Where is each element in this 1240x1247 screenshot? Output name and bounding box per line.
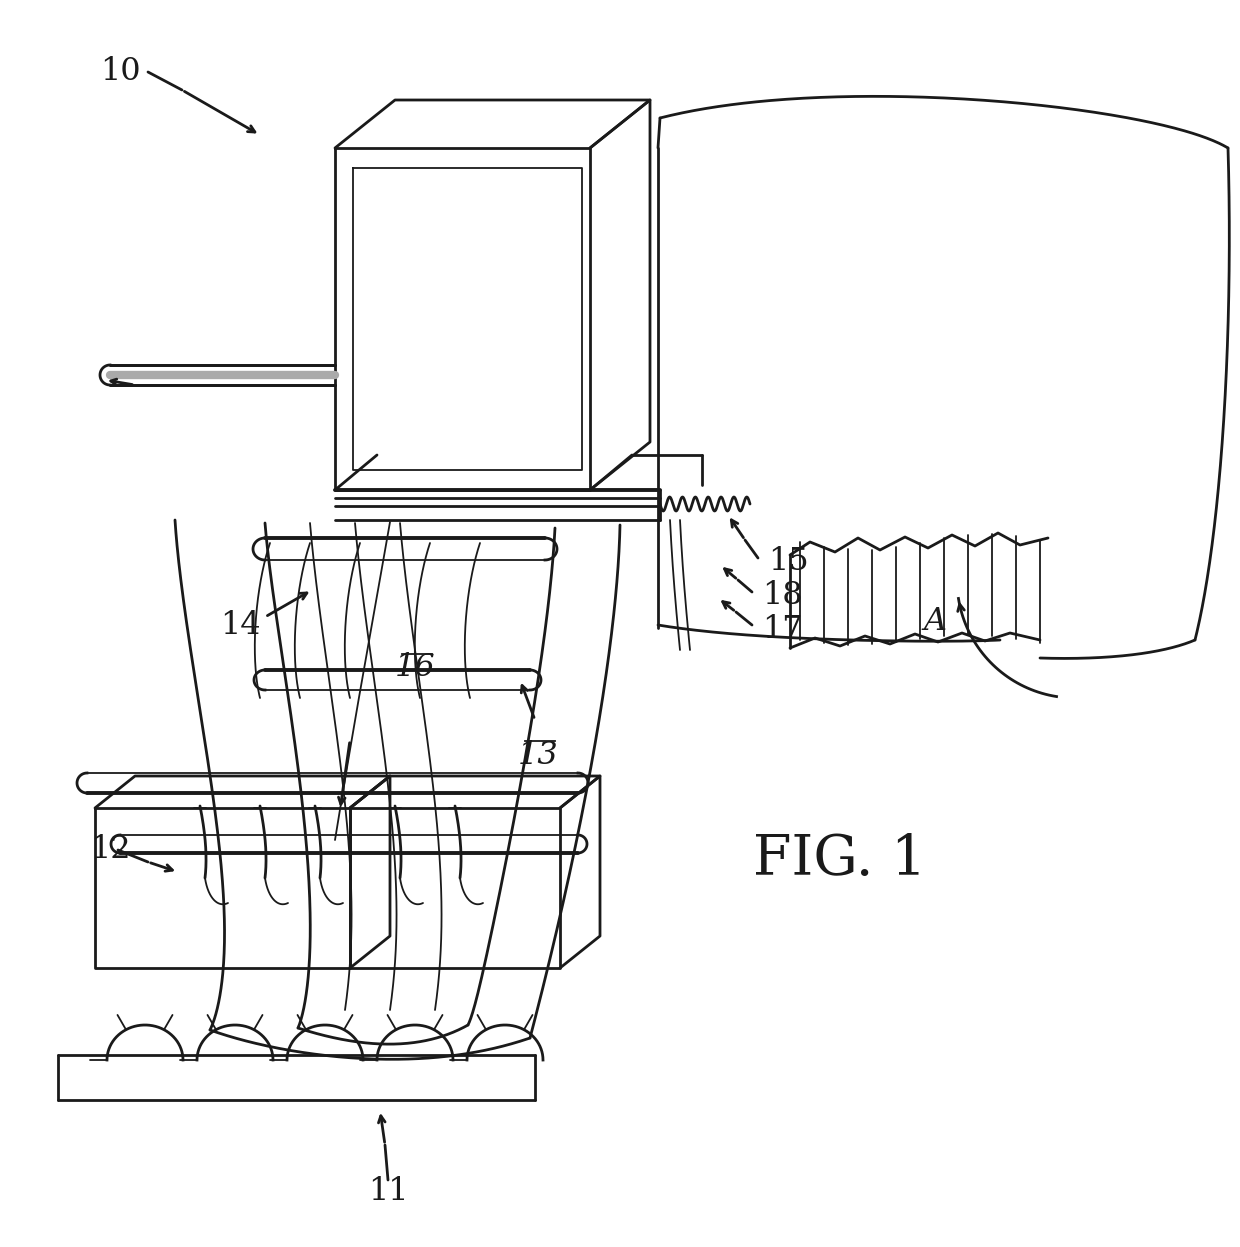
Text: FIG. 1: FIG. 1	[754, 833, 926, 888]
Text: 16: 16	[394, 652, 435, 683]
Text: A: A	[924, 606, 946, 637]
Text: 17: 17	[763, 615, 802, 646]
Text: 12: 12	[91, 834, 130, 865]
Text: 14: 14	[219, 610, 260, 641]
Text: 11: 11	[368, 1176, 408, 1207]
Text: 18: 18	[763, 580, 802, 611]
Text: 13: 13	[517, 739, 558, 771]
Text: 15: 15	[768, 546, 808, 577]
Text: 10: 10	[99, 56, 140, 87]
